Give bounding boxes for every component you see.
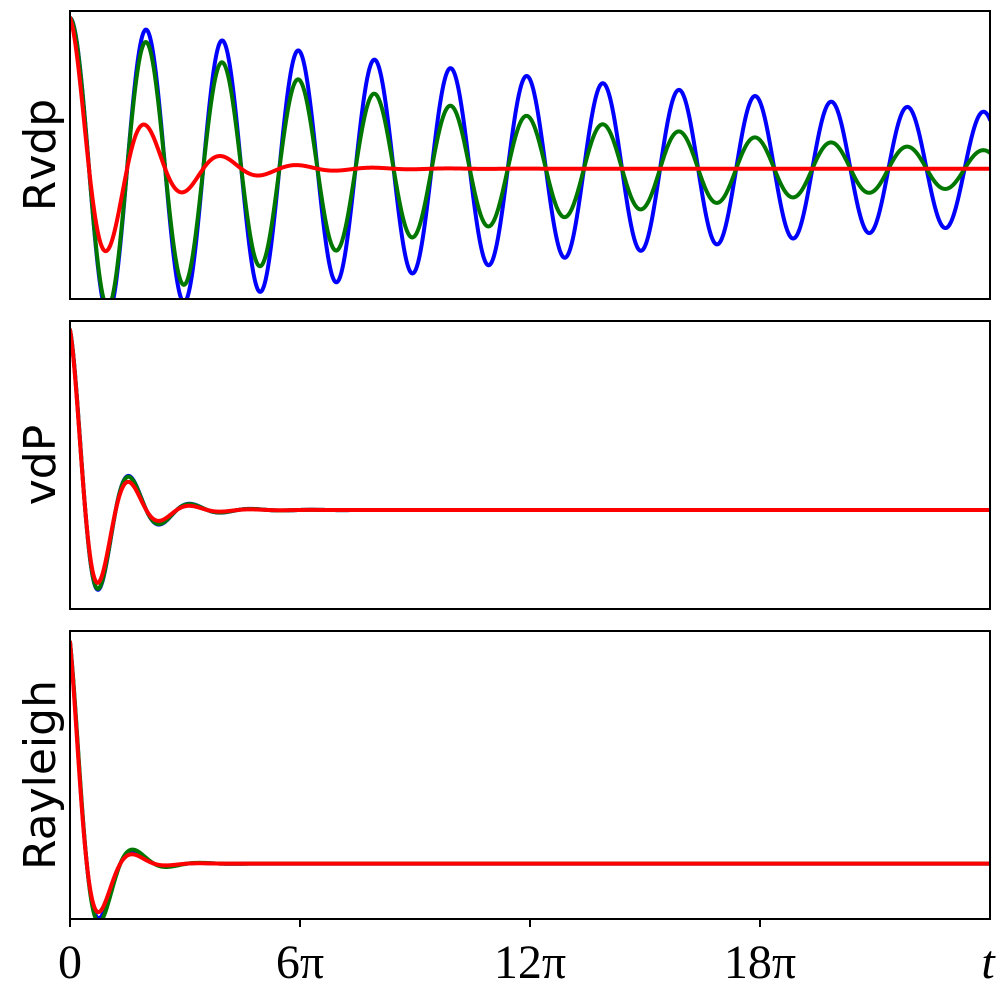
plot-frame [69,320,991,610]
series-line-3 [70,640,990,915]
x-axis-end-label: t [981,936,996,989]
y-axis-label: Rayleigh [15,680,66,870]
plot-frame [69,630,991,920]
series-line-2 [70,15,990,299]
x-tick-label: 12π [494,936,566,989]
series-line-1 [70,15,990,299]
y-axis-label: Rvdp [15,99,66,211]
series-line-1 [70,328,990,592]
series-line-2 [70,328,990,591]
panel-rayleigh: Rayleigh [15,630,991,920]
x-tick-label: 18π [724,936,796,989]
series-line-2 [70,640,990,919]
x-axis: 0 6π 12π 18π t [58,919,996,989]
x-tick-label: 6π [276,936,324,989]
y-axis-label: vdP [15,425,66,506]
series-line-1 [70,640,990,919]
x-tick-label: 0 [58,936,82,989]
panel-vdp: vdP [15,320,991,610]
series-line-3 [70,328,990,585]
panel-rvdp: Rvdp [15,10,991,300]
plot-frame [69,10,991,300]
series-line-3 [70,15,990,254]
